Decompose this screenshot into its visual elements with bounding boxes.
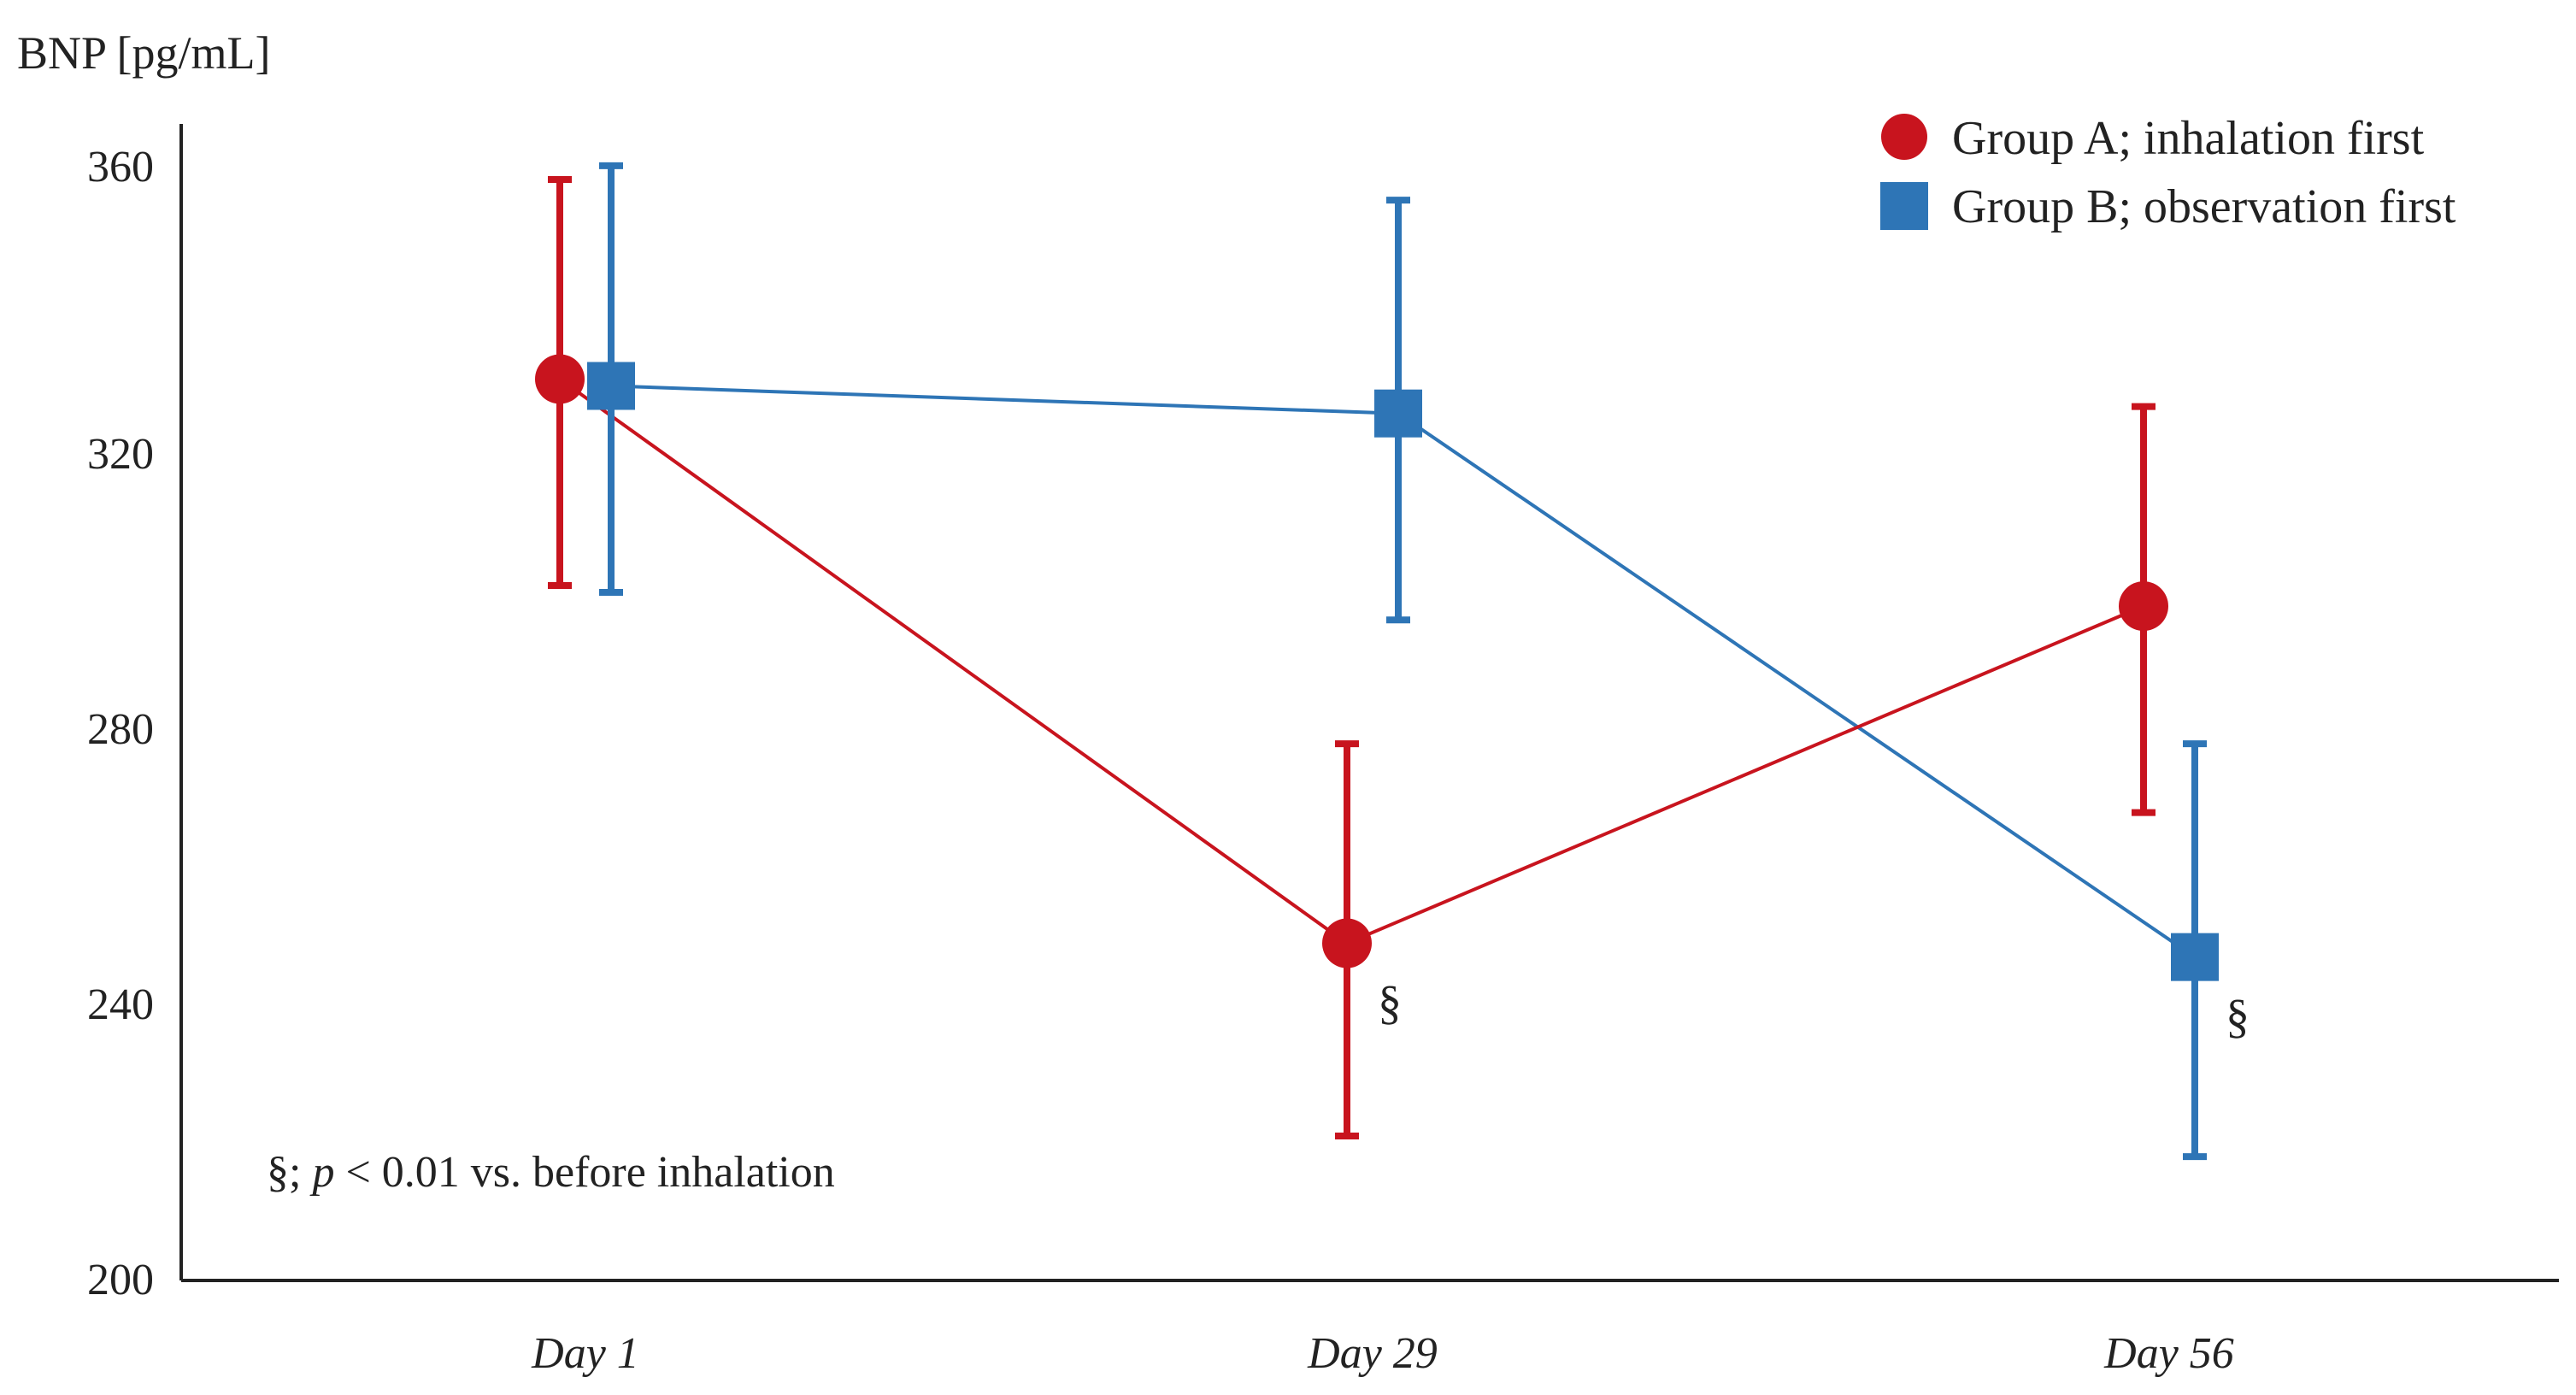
legend-marker-circle <box>1881 114 1927 160</box>
series-line-group-b <box>610 384 2197 959</box>
footnote-space <box>301 1148 312 1197</box>
legend-label-group-a: Group A; inhalation first <box>1952 112 2425 165</box>
data-point-group-b <box>1374 389 1422 438</box>
data-point-group-a <box>535 354 585 404</box>
x-tick-labels: Day 1 Day 29 Day 56 <box>531 1329 2234 1378</box>
legend-marker-square <box>1880 182 1928 230</box>
legend: Group A; inhalation first Group B; obser… <box>1880 112 2456 233</box>
footnote: §; p < 0.01 vs. before inhalation <box>267 1148 835 1197</box>
y-tick-label: 200 <box>87 1256 154 1304</box>
y-tick-label: 320 <box>87 430 154 479</box>
x-tick-label: Day 56 <box>2103 1329 2234 1378</box>
x-tick-label: Day 1 <box>531 1329 639 1378</box>
significance-mark-group-a: § <box>1378 977 1402 1030</box>
data-point-group-a <box>2119 581 2168 632</box>
significance-mark-group-b: § <box>2226 991 2250 1044</box>
y-tick-label: 240 <box>87 980 154 1029</box>
y-tick-label: 360 <box>87 143 154 191</box>
footnote-p: p <box>309 1148 334 1197</box>
data-point-group-b <box>2171 933 2219 981</box>
y-tick-label: 280 <box>87 705 154 754</box>
y-axis-title: BNP [pg/mL] <box>17 27 271 79</box>
y-tick-labels: 200 240 280 320 360 <box>87 143 154 1304</box>
data-point-group-b <box>587 362 635 410</box>
legend-label-group-b: Group B; observation first <box>1952 180 2456 233</box>
data-point-group-a <box>1322 918 1372 968</box>
x-tick-label: Day 29 <box>1307 1329 1438 1378</box>
footnote-symbol: §; <box>267 1148 301 1197</box>
series-layer: §§ <box>535 162 2250 1161</box>
footnote-text: < 0.01 vs. before inhalation <box>334 1148 834 1197</box>
series-line-group-a <box>558 377 2144 945</box>
